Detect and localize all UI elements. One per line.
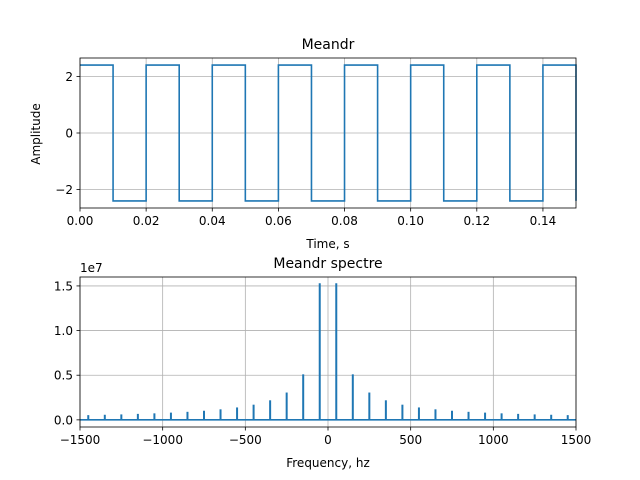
y-tick-label: 0 <box>65 127 73 141</box>
spectrum-bar <box>501 413 503 420</box>
chart-title: Meandr <box>302 37 355 53</box>
x-tick-label: 0.08 <box>331 214 358 228</box>
spectrum-bar <box>302 374 304 420</box>
spectrum-bar <box>253 405 255 420</box>
spectrum-bar <box>153 413 155 420</box>
x-tick-label: 0.14 <box>530 214 557 228</box>
x-tick-label: 1000 <box>478 433 509 447</box>
x-tick-label: 0.02 <box>133 214 160 228</box>
spectrum-bar <box>104 415 106 420</box>
chart-title: Meandr spectre <box>273 256 382 272</box>
y-tick-label: −2 <box>55 183 73 197</box>
spectrum-bar <box>534 414 536 419</box>
spectrum-bar <box>451 411 453 420</box>
spectrum-bar <box>517 414 519 420</box>
spectrum-bar <box>203 411 205 420</box>
x-tick-label: 1500 <box>561 433 592 447</box>
x-tick-label: −1000 <box>142 433 183 447</box>
x-axis-label: Frequency, hz <box>286 456 370 470</box>
spectrum-bar <box>220 409 222 420</box>
spectrum-bar <box>269 400 271 420</box>
x-tick-label: 0 <box>324 433 332 447</box>
x-tick-label: 500 <box>399 433 422 447</box>
spectrum-bar <box>120 414 122 419</box>
spectrum-bar <box>550 415 552 420</box>
spectrum-bar <box>236 407 238 419</box>
x-tick-label: 0.00 <box>67 214 94 228</box>
spectrum-bar <box>319 283 321 420</box>
spectrum-bar <box>385 400 387 420</box>
spectrum-bar <box>352 374 354 420</box>
spectrum-bar <box>87 415 89 420</box>
spectrum-bar <box>137 414 139 420</box>
spectrum-bar <box>401 405 403 420</box>
spectrum-bar <box>186 412 188 420</box>
spectrum-bar <box>484 413 486 420</box>
y-tick-label: 1.0 <box>54 324 73 338</box>
spectrum-bar <box>434 409 436 420</box>
spectrum-bar <box>170 413 172 420</box>
y-offset-label: 1e7 <box>80 261 103 275</box>
x-axis-label: Time, s <box>305 237 349 251</box>
y-tick-label: 0.0 <box>54 413 73 427</box>
x-tick-label: −1500 <box>60 433 101 447</box>
spectrum-bar <box>468 412 470 420</box>
y-axis-label: Amplitude <box>29 103 43 165</box>
spectrum-bar <box>286 393 288 420</box>
spectrum-bar <box>567 415 569 420</box>
y-tick-label: 2 <box>65 70 73 84</box>
x-tick-label: 0.06 <box>265 214 292 228</box>
spectrum-bar <box>335 283 337 420</box>
spectrum-bar <box>368 393 370 420</box>
x-tick-label: −500 <box>229 433 262 447</box>
y-tick-label: 0.5 <box>54 369 73 383</box>
x-tick-label: 0.10 <box>397 214 424 228</box>
spectrum-bar <box>418 407 420 419</box>
x-tick-label: 0.12 <box>463 214 490 228</box>
x-tick-label: 0.04 <box>199 214 226 228</box>
y-tick-label: 1.5 <box>54 279 73 293</box>
